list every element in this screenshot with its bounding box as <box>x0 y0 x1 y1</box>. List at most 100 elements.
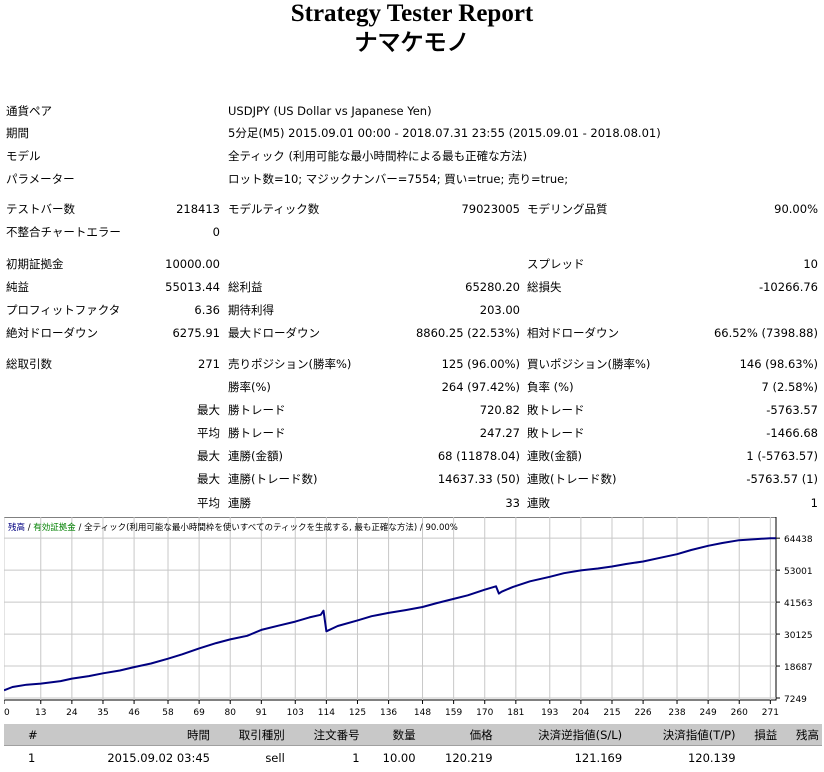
balance-line <box>4 537 776 692</box>
x-tick-label: 125 <box>349 708 366 717</box>
deposit-label: 初期証拠金 <box>6 257 64 271</box>
x-tick-label: 24 <box>66 708 78 717</box>
mismatch-label: 不整合チャートエラー <box>6 225 121 239</box>
plot-area <box>4 517 777 701</box>
x-tick-label: 204 <box>572 708 589 717</box>
bars-label: テストバー数 <box>6 202 75 216</box>
max-label-2: 最大 <box>197 449 220 463</box>
cell-price: 120.219 <box>418 745 496 770</box>
cons-wins-trades-label: 連勝(トレード数) <box>228 472 318 486</box>
bars-value: 218413 <box>176 202 220 216</box>
gross-loss-value: -10266.76 <box>758 280 818 294</box>
col-volume: 数量 <box>362 724 419 746</box>
max-loss-value: -5763.57 <box>766 403 818 417</box>
cell-type: sell <box>212 745 288 770</box>
cons-wins-trades-value: 14637.33 (50) <box>437 472 520 486</box>
x-tick-label: 114 <box>318 708 335 717</box>
cell-balance <box>780 745 822 770</box>
loss-rate-label: 負率 (%) <box>527 380 574 394</box>
x-tick-label: 69 <box>193 708 205 717</box>
ticks-value: 79023005 <box>461 202 520 216</box>
ticks-label: モデルティック数 <box>228 202 320 216</box>
cell-sl: 121.169 <box>495 745 626 770</box>
x-tick-label: 0 <box>4 708 10 717</box>
avg-win-value: 247.27 <box>479 426 520 440</box>
x-tick-label: 46 <box>128 708 140 717</box>
max-label: 最大 <box>197 403 220 417</box>
caption-balance: 残高 <box>8 523 26 533</box>
payoff-value: 203.00 <box>479 303 520 317</box>
x-tick-label: 260 <box>731 708 748 717</box>
trades-table: # 時間 取引種別 注文番号 数量 価格 決済逆指値(S/L) 決済指値(T/P… <box>4 724 822 770</box>
payoff-label: 期待利得 <box>228 303 274 317</box>
y-axis: 64438 53001 41563 30125 18687 7249 <box>776 535 813 705</box>
x-tick-label: 91 <box>256 708 267 717</box>
total-trades-value: 271 <box>198 357 220 371</box>
cons-losses-money-label: 連敗(金額) <box>527 449 582 463</box>
cons-losses-money-value: 1 (-5763.57) <box>746 449 818 463</box>
spread-label: スプレッド <box>527 257 585 271</box>
quality-label: モデリング品質 <box>527 202 608 216</box>
cons-wins-money-label: 連勝(金額) <box>228 449 283 463</box>
gross-loss-label: 総損失 <box>527 280 562 294</box>
caption-model: 全ティック(利用可能な最小時間枠を使いすべてのティックを生成する, 最も正確な方… <box>84 523 458 533</box>
win-rate-label: 勝率(%) <box>228 380 271 394</box>
cons-losses-trades-label: 連敗(トレード数) <box>527 472 617 486</box>
avg-cons-loss-label: 連敗 <box>527 496 550 510</box>
period-value: 5分足(M5) 2015.09.01 00:00 - 2018.07.31 23… <box>228 126 661 140</box>
max-win-label: 勝トレード <box>228 403 286 417</box>
col-tp: 決済指値(T/P) <box>625 724 739 746</box>
cons-wins-money-value: 68 (11878.04) <box>437 449 520 463</box>
spread-value: 10 <box>803 257 818 271</box>
cons-losses-trades-value: -5763.57 (1) <box>746 472 818 486</box>
gross-profit-value: 65280.20 <box>465 280 520 294</box>
abs-dd-label: 絶対ドローダウン <box>6 326 98 340</box>
x-tick-label: 103 <box>287 708 304 717</box>
cell-number: 1 <box>4 745 57 770</box>
y-tick-label: 30125 <box>784 631 813 641</box>
profit-factor-value: 6.36 <box>194 303 220 317</box>
x-tick-label: 238 <box>668 708 685 717</box>
cell-tp: 120.139 <box>625 745 739 770</box>
max-win-value: 720.82 <box>479 403 520 417</box>
x-tick-label: 226 <box>634 708 651 717</box>
x-tick-label: 148 <box>414 708 431 717</box>
avg-cons-win-label: 連勝 <box>228 496 251 510</box>
max-label-3: 最大 <box>197 472 220 486</box>
avg-loss-value: -1466.68 <box>766 426 818 440</box>
caption-sep-1: / <box>25 523 34 533</box>
col-price: 価格 <box>418 724 496 746</box>
max-dd-value: 8860.25 (22.53%) <box>415 326 520 340</box>
x-tick-label: 170 <box>476 708 493 717</box>
col-number: # <box>4 724 57 746</box>
cell-time: 2015.09.02 03:45 <box>56 745 213 770</box>
long-label: 買いポジション(勝率%) <box>527 357 651 371</box>
col-sl: 決済逆指値(S/L) <box>495 724 626 746</box>
y-tick-label: 7249 <box>784 695 807 705</box>
caption-sep-2: / <box>75 523 85 533</box>
report-summary: 通貨ペア USDJPY (US Dollar vs Japanese Yen) … <box>6 104 818 510</box>
net-value: 55013.44 <box>165 280 220 294</box>
loss-rate-value: 7 (2.58%) <box>761 380 818 394</box>
x-tick-label: 136 <box>380 708 397 717</box>
x-axis: 0 13 24 35 46 58 69 80 91 103 114 125 136 148 159 170 18… <box>4 700 779 717</box>
x-tick-label: 249 <box>700 708 717 717</box>
cell-volume: 10.00 <box>362 745 419 770</box>
period-label: 期間 <box>6 126 29 140</box>
net-label: 純益 <box>6 280 29 294</box>
rel-dd-value: 66.52% (7398.88) <box>713 326 818 340</box>
x-tick-label: 35 <box>97 708 108 717</box>
x-tick-label: 215 <box>603 708 620 717</box>
avg-label-2: 平均 <box>197 496 220 510</box>
long-value: 146 (98.63%) <box>739 357 818 371</box>
short-value: 125 (96.00%) <box>441 357 520 371</box>
pair-label: 通貨ペア <box>6 104 52 118</box>
cell-order: 1 <box>287 745 363 770</box>
series-layer <box>4 537 776 692</box>
table-row: 1 2015.09.02 03:45 sell 1 10.00 120.219 … <box>4 745 822 770</box>
x-tick-label: 58 <box>162 708 174 717</box>
deposit-value: 10000.00 <box>165 257 220 271</box>
avg-win-label: 勝トレード <box>228 426 286 440</box>
max-dd-label: 最大ドローダウン <box>228 326 320 340</box>
quality-value: 90.00% <box>774 202 818 216</box>
